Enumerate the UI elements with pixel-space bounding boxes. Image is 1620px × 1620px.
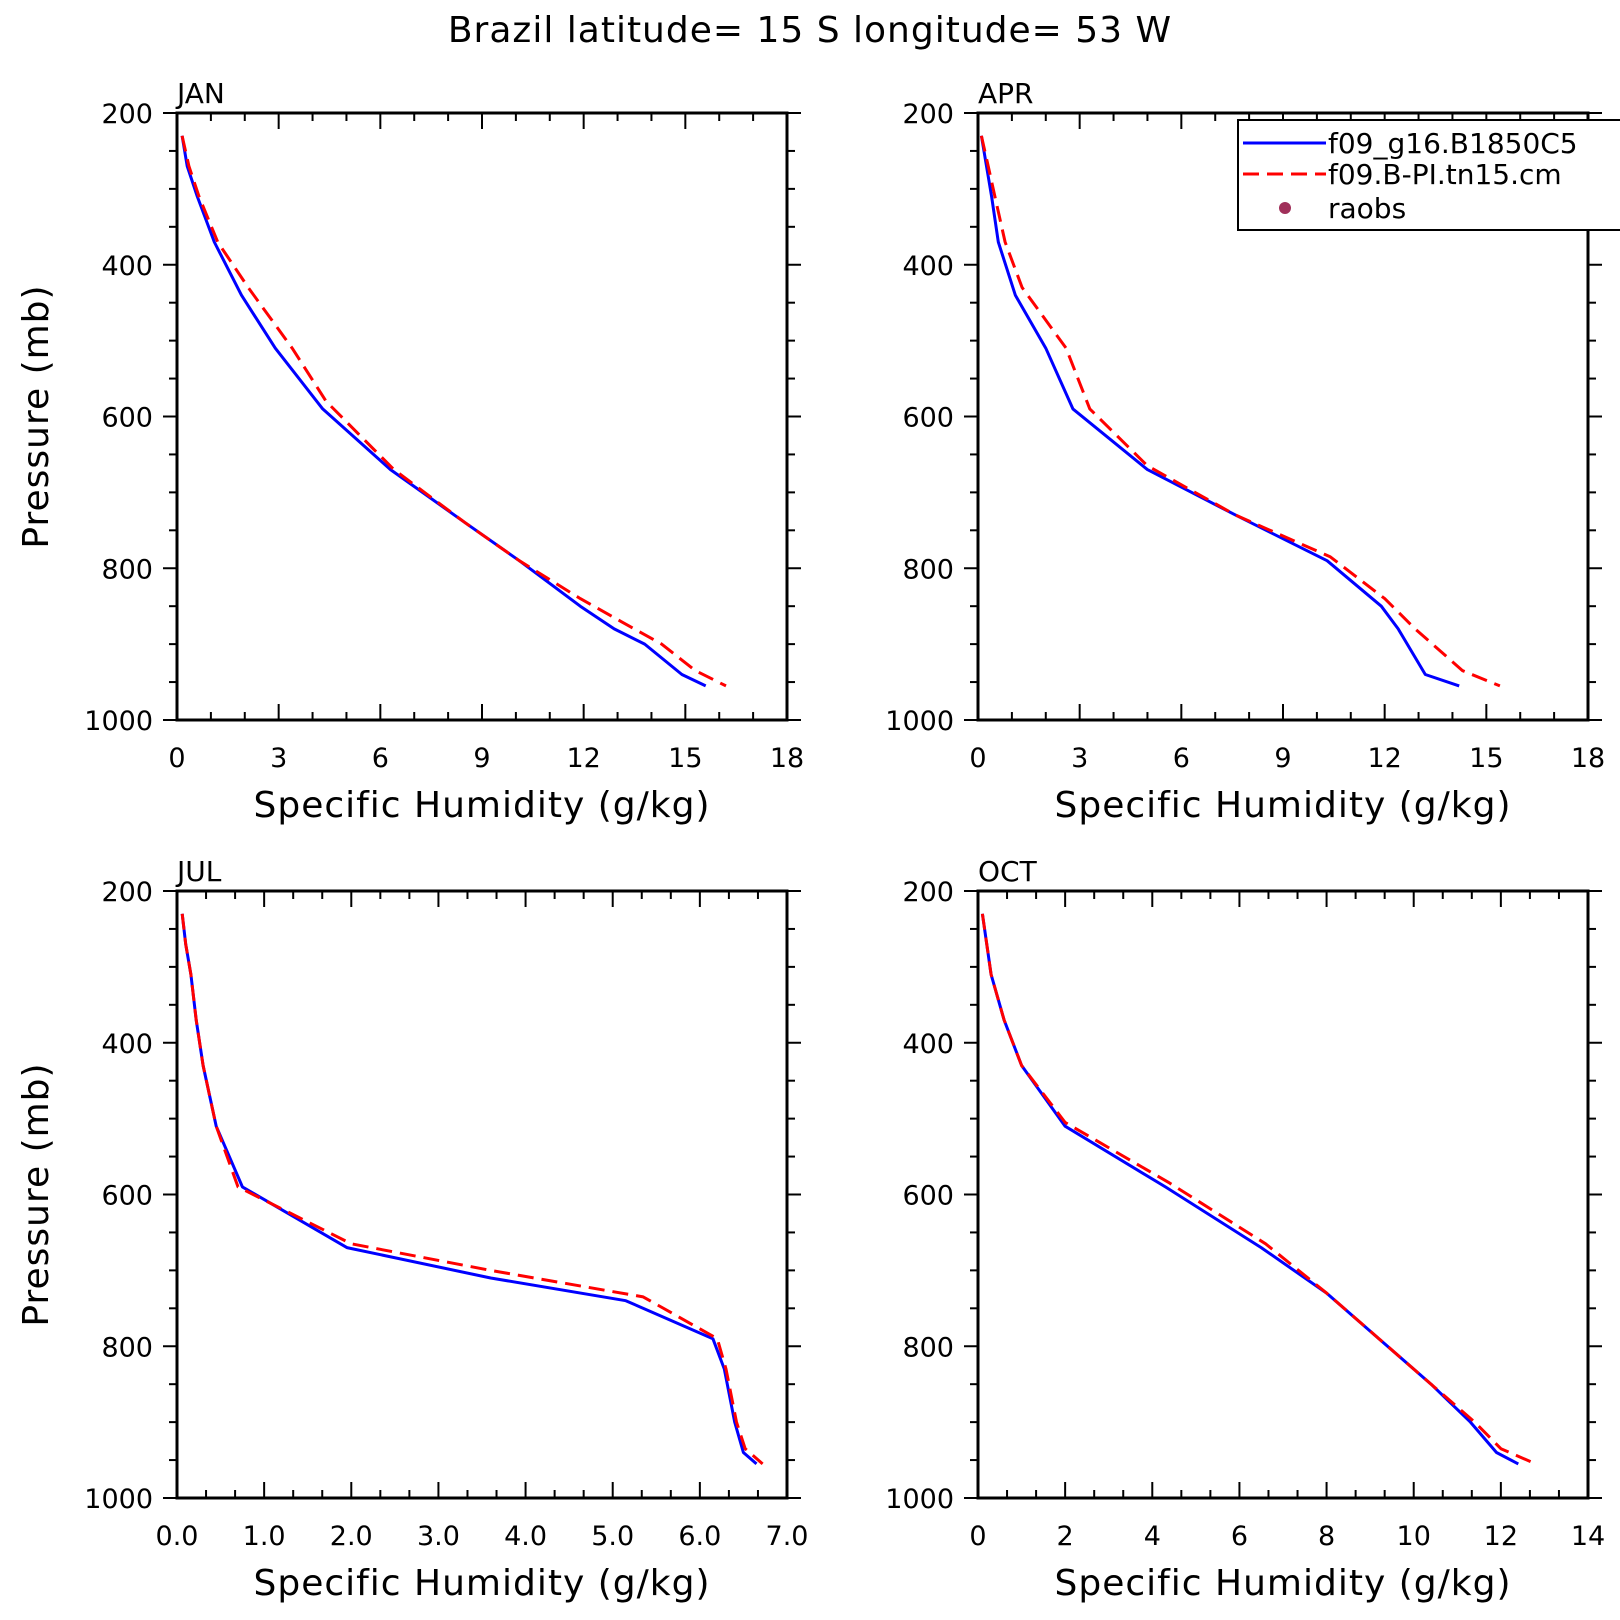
x-tick-label: 1.0: [243, 1521, 286, 1552]
x-tick-label: 9: [1274, 743, 1291, 774]
y-tick-label: 1000: [84, 1484, 153, 1515]
series-line-model: [979, 135, 1460, 688]
x-tick-label: 6: [372, 743, 389, 774]
y-tick-label: 200: [101, 877, 153, 908]
x-tick-label: 8: [1318, 1521, 1335, 1552]
y-tick-label: 800: [902, 1332, 954, 1363]
x-axis-title: Specific Humidity (g/kg): [1054, 1563, 1511, 1604]
series-line-control: [180, 135, 727, 688]
y-tick-label: 800: [101, 554, 153, 585]
x-axis-title: Specific Humidity (g/kg): [1054, 785, 1511, 826]
legend-label: raobs: [1328, 192, 1406, 225]
x-axis-title: Specific Humidity (g/kg): [253, 785, 710, 826]
x-tick-label: 12: [1367, 743, 1401, 774]
x-tick-label: 2.0: [330, 1521, 373, 1552]
panel-label: JAN: [175, 77, 225, 110]
y-tick-label: 1000: [84, 706, 153, 737]
y-tick-label: 1000: [885, 1484, 954, 1515]
y-tick-label: 400: [101, 251, 153, 282]
x-tick-label: 5.0: [591, 1521, 634, 1552]
x-tick-label: 3: [1071, 743, 1088, 774]
plot-frame: [175, 111, 789, 722]
y-tick-label: 600: [902, 403, 954, 434]
y-tick-label: 1000: [885, 706, 954, 737]
x-tick-label: 0: [969, 1521, 986, 1552]
panel-jan: JAN 0 3 6 9 12 15 18 200 400 600 800 1000 Specific Hu…: [16, 77, 804, 826]
y-tick-label: 200: [101, 99, 153, 130]
panel-label: APR: [978, 77, 1034, 110]
x-tick-label: 12: [566, 743, 600, 774]
x-tick-label: 15: [668, 743, 702, 774]
x-tick-label: 3: [270, 743, 287, 774]
x-tick-label: 4.0: [504, 1521, 547, 1552]
series-line-control: [980, 913, 1537, 1466]
x-tick-label: 2: [1057, 1521, 1074, 1552]
x-axis-title: Specific Humidity (g/kg): [253, 1563, 710, 1604]
x-tick-label: 6: [1231, 1521, 1248, 1552]
x-tick-label: 0: [969, 743, 986, 774]
series-line-control: [180, 913, 764, 1466]
series-line-model: [180, 135, 707, 688]
x-tick-label: 9: [473, 743, 490, 774]
x-tick-label: 14: [1571, 1521, 1605, 1552]
y-tick-label: 200: [902, 99, 954, 130]
y-tick-label: 800: [101, 1332, 153, 1363]
x-tick-label: 0: [168, 743, 185, 774]
panel-oct: OCT 0 2 4 6 8 10 12 14 200 400 600 800 1000 Specific H…: [885, 855, 1605, 1604]
y-axis-title: Pressure (mb): [16, 284, 57, 548]
x-tick-label: 0.0: [156, 1521, 199, 1552]
figure-title: Brazil latitude= 15 S longitude= 53 W: [448, 10, 1172, 51]
y-axis-title: Pressure (mb): [16, 1062, 57, 1326]
y-tick-label: 600: [101, 403, 153, 434]
y-tick-label: 800: [902, 554, 954, 585]
x-tick-label: 6.0: [678, 1521, 721, 1552]
x-tick-label: 4: [1144, 1521, 1161, 1552]
x-tick-label: 12: [1484, 1521, 1518, 1552]
legend-label: f09.B-PI.tn15.cm: [1328, 158, 1562, 191]
panel-label: OCT: [978, 855, 1038, 888]
y-tick-label: 400: [902, 251, 954, 282]
series-line-model: [180, 913, 758, 1466]
x-tick-label: 3.0: [417, 1521, 460, 1552]
series-line-control: [979, 135, 1501, 688]
panel-jul: JUL 0.0 1.0 2.0 3.0 4.0 5.0 6.0 7.0 200 400 600 800 1…: [16, 855, 808, 1604]
x-tick-label: 18: [770, 743, 804, 774]
legend-marker-raobs: [1279, 202, 1291, 214]
legend-label: f09_g16.B1850C5: [1328, 127, 1578, 160]
y-tick-label: 600: [902, 1181, 954, 1212]
plot-frame: [976, 889, 1590, 1500]
x-tick-label: 7.0: [766, 1521, 809, 1552]
y-tick-label: 400: [101, 1029, 153, 1060]
x-tick-label: 15: [1469, 743, 1503, 774]
x-tick-label: 6: [1173, 743, 1190, 774]
x-tick-label: 10: [1397, 1521, 1431, 1552]
x-tick-label: 18: [1571, 743, 1605, 774]
series-line-model: [980, 913, 1519, 1466]
panel-label: JUL: [175, 855, 222, 888]
y-tick-label: 600: [101, 1181, 153, 1212]
y-tick-label: 400: [902, 1029, 954, 1060]
y-tick-label: 200: [902, 877, 954, 908]
plot-frame: [175, 889, 789, 1500]
